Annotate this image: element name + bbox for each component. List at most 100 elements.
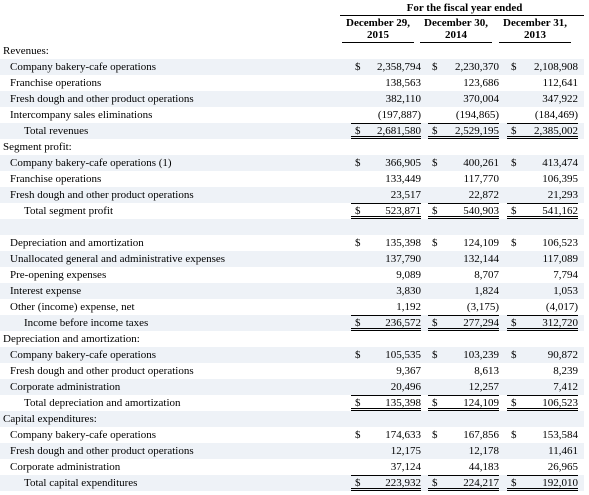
value-cell: 192,010 bbox=[542, 477, 578, 489]
table-title: For the fiscal year ended bbox=[406, 2, 523, 14]
row-shade bbox=[0, 251, 584, 267]
total-rule bbox=[351, 315, 421, 331]
currency-symbol: $ bbox=[511, 157, 517, 169]
total-rule bbox=[351, 395, 421, 411]
section-title: Depreciation and amortization: bbox=[3, 333, 140, 345]
value-cell: 133,449 bbox=[385, 173, 421, 185]
value-cell: 117,770 bbox=[463, 173, 499, 185]
value-cell: 1,192 bbox=[396, 301, 421, 313]
currency-symbol: $ bbox=[511, 205, 517, 217]
value-cell: 12,178 bbox=[468, 445, 499, 457]
value-cell: 44,183 bbox=[468, 461, 499, 473]
currency-symbol: $ bbox=[511, 125, 517, 137]
value-cell: 370,004 bbox=[463, 93, 499, 105]
total-label: Total depreciation and amortization bbox=[24, 397, 181, 409]
row-shade bbox=[0, 155, 584, 171]
row-label: Unallocated general and administrative e… bbox=[10, 253, 226, 265]
total-rule bbox=[507, 475, 578, 491]
value-cell: 400,261 bbox=[463, 157, 499, 169]
row-label: Other (income) expense, net bbox=[10, 301, 135, 313]
value-cell: 174,633 bbox=[385, 429, 421, 441]
currency-symbol: $ bbox=[432, 157, 438, 169]
currency-symbol: $ bbox=[432, 477, 438, 489]
value-cell: 137,790 bbox=[385, 253, 421, 265]
column-header: 2014 bbox=[445, 29, 467, 41]
total-rule bbox=[428, 315, 499, 331]
currency-symbol: $ bbox=[432, 349, 438, 361]
row-shade bbox=[0, 283, 584, 299]
value-cell: 153,584 bbox=[542, 429, 578, 441]
value-cell: 12,175 bbox=[390, 445, 421, 457]
currency-symbol: $ bbox=[511, 317, 517, 329]
value-cell: 7,794 bbox=[553, 269, 578, 281]
currency-symbol: $ bbox=[432, 205, 438, 217]
row-label: Fresh dough and other product operations bbox=[10, 189, 194, 201]
currency-symbol: $ bbox=[355, 429, 361, 441]
value-cell: 132,144 bbox=[463, 253, 499, 265]
currency-symbol: $ bbox=[355, 237, 361, 249]
total-rule bbox=[351, 123, 421, 139]
value-cell: 124,109 bbox=[463, 397, 499, 409]
total-label: Total capital expenditures bbox=[24, 477, 138, 489]
value-cell: 22,872 bbox=[468, 189, 499, 201]
value-cell: 135,398 bbox=[385, 237, 421, 249]
value-cell: 123,686 bbox=[463, 77, 499, 89]
row-label: Intercompany sales eliminations bbox=[10, 109, 153, 121]
value-cell: 23,517 bbox=[390, 189, 421, 201]
value-cell: 540,903 bbox=[463, 205, 499, 217]
column-rule bbox=[420, 42, 492, 43]
value-cell: 106,523 bbox=[542, 237, 578, 249]
value-cell: 138,563 bbox=[385, 77, 421, 89]
value-cell: 382,110 bbox=[385, 93, 421, 105]
currency-symbol: $ bbox=[355, 397, 361, 409]
value-cell: 117,089 bbox=[542, 253, 578, 265]
currency-symbol: $ bbox=[355, 125, 361, 137]
row-shade bbox=[0, 475, 584, 491]
value-cell: 9,089 bbox=[396, 269, 421, 281]
total-rule bbox=[351, 203, 421, 219]
value-cell: 90,872 bbox=[547, 349, 578, 361]
value-cell: 106,395 bbox=[542, 173, 578, 185]
value-cell: 236,572 bbox=[385, 317, 421, 329]
currency-symbol: $ bbox=[432, 317, 438, 329]
value-cell: 2,108,908 bbox=[534, 61, 578, 73]
total-rule bbox=[428, 395, 499, 411]
row-label: Interest expense bbox=[10, 285, 82, 297]
value-cell: 112,641 bbox=[542, 77, 578, 89]
currency-symbol: $ bbox=[432, 61, 438, 73]
row-shade bbox=[0, 187, 584, 203]
total-rule bbox=[428, 203, 499, 219]
value-cell: 2,385,002 bbox=[534, 125, 578, 137]
value-cell: 135,398 bbox=[385, 397, 421, 409]
row-shade bbox=[0, 443, 584, 459]
section-title: Capital expenditures: bbox=[3, 413, 97, 425]
total-rule bbox=[428, 123, 499, 139]
total-rule bbox=[507, 203, 578, 219]
value-cell: 413,474 bbox=[542, 157, 578, 169]
value-cell: 7,412 bbox=[553, 381, 578, 393]
value-cell: 2,358,794 bbox=[377, 61, 421, 73]
value-cell: 103,239 bbox=[463, 349, 499, 361]
section-title: Segment profit: bbox=[3, 141, 72, 153]
currency-symbol: $ bbox=[432, 125, 438, 137]
row-label: Company bakery-cafe operations bbox=[10, 61, 156, 73]
row-label: Pre-opening expenses bbox=[10, 269, 107, 281]
row-shade bbox=[0, 59, 584, 75]
value-cell: 2,529,195 bbox=[455, 125, 499, 137]
row-label: Fresh dough and other product operations bbox=[10, 93, 194, 105]
value-cell: (197,887) bbox=[377, 109, 421, 121]
total-rule bbox=[507, 123, 578, 139]
value-cell: (3,175) bbox=[466, 301, 499, 313]
row-label: Fresh dough and other product operations bbox=[10, 445, 194, 457]
row-label: Corporate administration bbox=[10, 461, 121, 473]
row-label: Company bakery-cafe operations (1) bbox=[10, 157, 172, 169]
total-rule bbox=[351, 475, 421, 491]
value-cell: 277,294 bbox=[463, 317, 499, 329]
row-shade bbox=[0, 315, 584, 331]
currency-symbol: $ bbox=[511, 477, 517, 489]
value-cell: (4,017) bbox=[545, 301, 578, 313]
value-cell: 2,681,580 bbox=[377, 125, 421, 137]
row-label: Depreciation and amortization bbox=[10, 237, 144, 249]
value-cell: 106,523 bbox=[542, 397, 578, 409]
